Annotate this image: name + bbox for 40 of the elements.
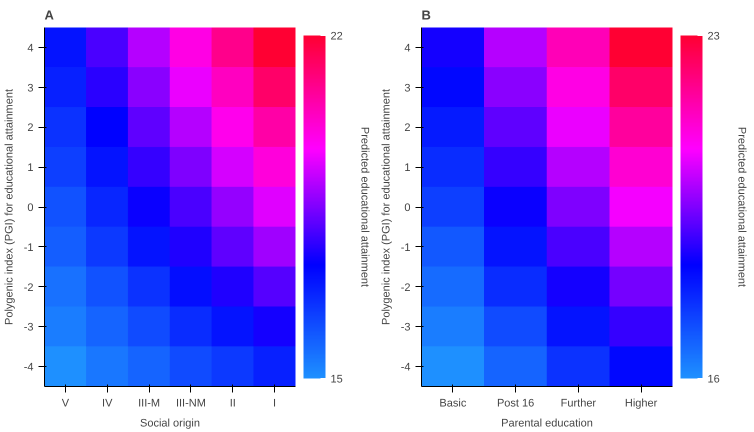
x-tick-label: III-M xyxy=(138,398,160,410)
x-tick-label: V xyxy=(62,398,70,410)
chart-title: B xyxy=(422,8,431,22)
color-bar-label: 23 xyxy=(708,30,720,42)
y-tick-label: 3 xyxy=(404,82,411,94)
x-axis-title: Social origin xyxy=(140,418,200,430)
y-tick-label: 1 xyxy=(404,162,411,174)
y-tick-label: 2 xyxy=(404,122,411,134)
y-tick-label: -2 xyxy=(400,282,410,294)
y-tick-label: 2 xyxy=(27,122,34,134)
y-tick-label: 1 xyxy=(27,162,34,174)
y-axis-title: Polygenic index (PGI) for educational attainment xyxy=(380,88,393,326)
y-tick-label: -1 xyxy=(24,242,34,254)
y-tick-label: -3 xyxy=(400,322,410,334)
x-tick-label: Basic xyxy=(439,398,467,410)
chart-title: A xyxy=(44,8,54,22)
y-tick-label: -1 xyxy=(400,242,410,254)
color-bar-title: Predicted educational attainment xyxy=(736,126,748,288)
y-tick-label: 0 xyxy=(27,202,34,214)
y-tick-label: 4 xyxy=(27,42,34,54)
x-tick-label: IV xyxy=(102,398,114,410)
x-tick-label: Post 16 xyxy=(496,398,534,410)
y-tick-label: 4 xyxy=(404,42,411,54)
color-bar-label: 16 xyxy=(708,374,720,386)
color-bar-title: Predicted educational attainment xyxy=(358,126,370,288)
x-tick-label: I xyxy=(273,398,276,410)
x-tick-label: Higher xyxy=(624,398,658,410)
y-tick-label: -2 xyxy=(24,282,34,294)
color-bar-label: 22 xyxy=(330,30,343,42)
x-tick-label: II xyxy=(230,398,236,410)
color-bar-label: 15 xyxy=(330,374,343,386)
y-tick-label: -4 xyxy=(24,362,34,374)
y-tick-label: 0 xyxy=(404,202,411,214)
x-axis-title: Parental education xyxy=(501,418,593,430)
x-tick-label: Further xyxy=(560,398,596,410)
y-tick-label: 3 xyxy=(27,82,34,94)
y-tick-label: -3 xyxy=(24,322,34,334)
x-tick-label: III-NM xyxy=(176,398,206,410)
y-axis-title: Polygenic index (PGI) for educational attainment xyxy=(4,88,16,326)
y-tick-label: -4 xyxy=(400,362,410,374)
